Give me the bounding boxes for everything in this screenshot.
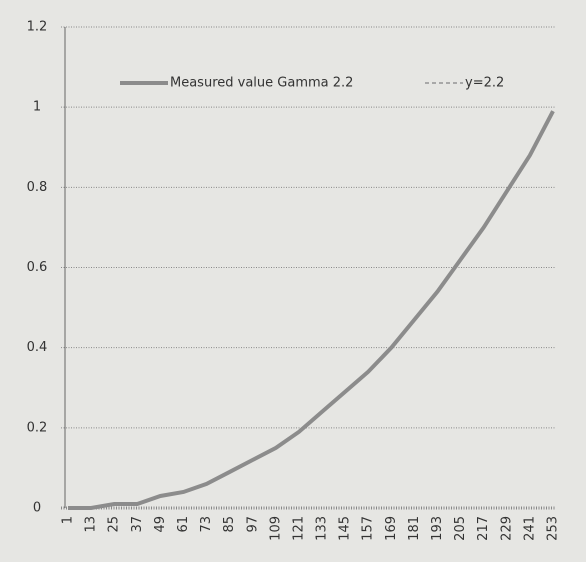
x-tick-label: 169 [384, 516, 399, 541]
x-tick-label: 205 [453, 516, 468, 541]
y-tick-label: 1.2 [27, 20, 48, 35]
x-tick-label: 49 [153, 516, 168, 533]
x-tick-label: 25 [107, 516, 122, 533]
x-tick-label: 1 [61, 516, 76, 524]
x-tick-label: 229 [499, 516, 514, 541]
x-tick-label: 13 [84, 516, 99, 533]
x-tick-label: 217 [476, 516, 491, 541]
series-line [68, 110, 555, 510]
y-tick-label: 1 [33, 100, 41, 115]
x-tick-label: 61 [176, 516, 191, 533]
y-tick-label: 0.6 [27, 260, 48, 275]
x-tick-label: 241 [522, 516, 537, 541]
x-tick-label: 145 [338, 516, 353, 541]
x-tick-label: 181 [407, 516, 422, 541]
x-tick-label: 109 [268, 516, 283, 541]
x-tick-label: 253 [546, 516, 561, 541]
x-tick-label: 121 [291, 516, 306, 541]
x-tick-label: 97 [245, 516, 260, 533]
y-tick-label: 0.4 [27, 340, 48, 355]
legend-label: y=2.2 [465, 76, 504, 91]
x-tick-label: 133 [315, 516, 330, 541]
y-tick-label: 0.8 [27, 180, 48, 195]
x-tick-label: 193 [430, 516, 445, 541]
y-tick-label: 0.2 [27, 420, 48, 435]
x-tick-label: 85 [222, 516, 237, 533]
x-tick-label: 157 [361, 516, 376, 541]
legend-label: Measured value Gamma 2.2 [170, 76, 353, 91]
x-tick-label: 73 [199, 516, 214, 533]
y-tick-label: 0 [33, 501, 41, 516]
x-tick-label: 37 [130, 516, 145, 533]
